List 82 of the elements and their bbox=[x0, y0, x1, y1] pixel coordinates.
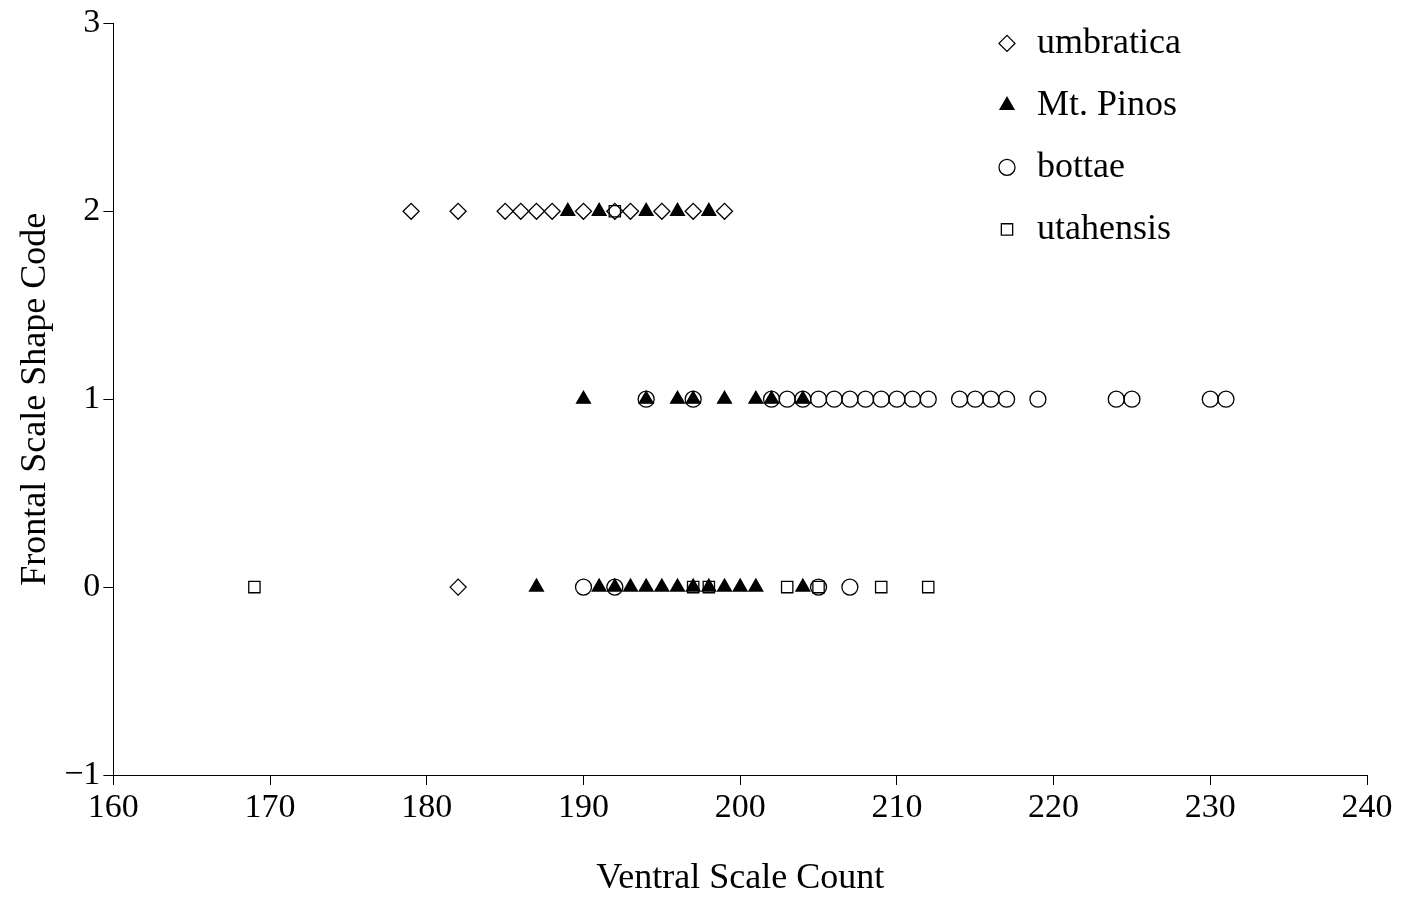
point bbox=[575, 390, 592, 404]
point bbox=[921, 580, 935, 594]
point bbox=[684, 390, 702, 408]
legend-label: bottae bbox=[1037, 144, 1125, 185]
y-axis-title: Frontal Scale Shape Code bbox=[13, 212, 54, 586]
point bbox=[872, 390, 890, 408]
point bbox=[748, 578, 764, 592]
x-tick-label: 240 bbox=[1341, 787, 1393, 825]
point bbox=[841, 390, 859, 408]
point bbox=[966, 390, 984, 408]
point bbox=[794, 390, 812, 408]
y-tick-label: 2 bbox=[83, 190, 101, 228]
point bbox=[638, 578, 654, 592]
x-tick-label: 210 bbox=[871, 787, 923, 825]
point bbox=[607, 578, 623, 592]
point bbox=[919, 390, 937, 408]
point bbox=[795, 578, 811, 592]
point bbox=[1217, 390, 1235, 408]
point bbox=[874, 580, 888, 594]
point bbox=[997, 390, 1016, 408]
point bbox=[248, 580, 261, 594]
point bbox=[638, 202, 654, 216]
y-tick-label: 0 bbox=[83, 566, 101, 604]
point bbox=[560, 202, 576, 216]
x-tick-label: 180 bbox=[401, 787, 453, 825]
point bbox=[809, 390, 828, 408]
point bbox=[716, 578, 733, 592]
point bbox=[748, 390, 764, 404]
point bbox=[715, 202, 734, 220]
legend-label: umbratica bbox=[1037, 20, 1181, 61]
point bbox=[591, 202, 607, 216]
point bbox=[402, 202, 420, 220]
point bbox=[653, 202, 671, 220]
y-tick-label: 1 bbox=[83, 378, 101, 416]
point bbox=[716, 390, 733, 404]
point bbox=[574, 578, 593, 596]
point bbox=[685, 390, 701, 404]
point bbox=[669, 578, 686, 592]
point bbox=[1029, 390, 1047, 408]
point bbox=[638, 390, 654, 404]
x-tick-label: 230 bbox=[1184, 787, 1236, 825]
point bbox=[669, 390, 686, 404]
point bbox=[528, 578, 545, 592]
point bbox=[1107, 390, 1125, 408]
point bbox=[606, 578, 624, 596]
point bbox=[778, 390, 796, 408]
point bbox=[732, 578, 748, 592]
point bbox=[449, 202, 467, 220]
y-tick-label: 3 bbox=[83, 2, 101, 40]
point bbox=[950, 390, 969, 408]
point bbox=[701, 202, 717, 216]
point bbox=[841, 578, 859, 596]
point bbox=[982, 390, 1000, 408]
point bbox=[621, 202, 640, 220]
point bbox=[888, 390, 906, 408]
point bbox=[654, 578, 670, 592]
x-tick-label: 220 bbox=[1028, 787, 1080, 825]
point bbox=[903, 390, 922, 408]
point bbox=[825, 390, 843, 408]
point bbox=[622, 578, 639, 592]
point bbox=[856, 390, 875, 408]
point bbox=[574, 202, 593, 220]
point bbox=[1123, 390, 1141, 408]
point bbox=[543, 202, 561, 220]
point bbox=[780, 580, 794, 594]
point bbox=[591, 578, 607, 592]
legend-label: utahensis bbox=[1037, 206, 1171, 247]
point bbox=[512, 202, 530, 220]
point bbox=[669, 202, 686, 216]
legend-label: Mt. Pinos bbox=[1037, 82, 1178, 123]
point bbox=[684, 202, 702, 220]
point bbox=[795, 390, 811, 404]
x-tick-label: 190 bbox=[557, 787, 609, 825]
point bbox=[449, 578, 467, 596]
x-tick-label: 170 bbox=[244, 787, 296, 825]
point bbox=[496, 202, 514, 220]
point bbox=[527, 202, 546, 220]
point bbox=[1201, 390, 1219, 408]
point bbox=[637, 390, 655, 408]
x-tick-label: 200 bbox=[714, 787, 766, 825]
x-axis-title: Ventral Scale Count bbox=[596, 855, 885, 896]
point bbox=[763, 390, 780, 404]
